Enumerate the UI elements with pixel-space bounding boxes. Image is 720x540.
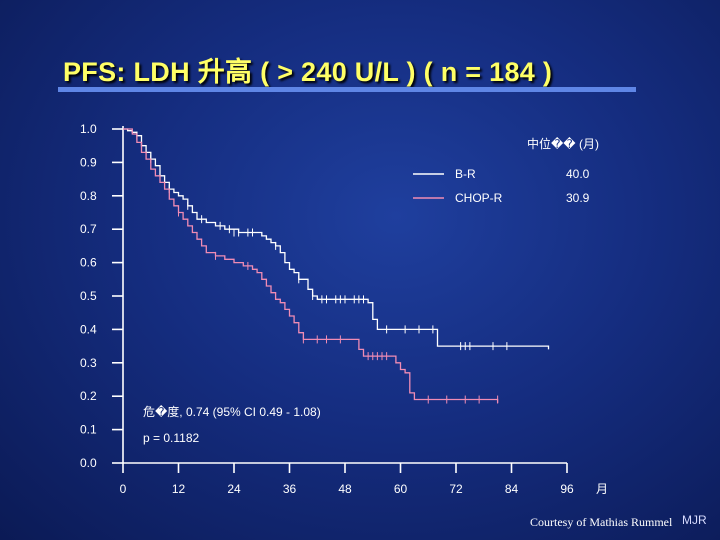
y-tick-label: 1.0 [80,122,97,136]
x-tick-label: 84 [505,482,519,496]
y-tick-label: 0.9 [80,155,97,169]
x-tick-label: 12 [172,482,186,496]
x-tick-label: 48 [338,482,352,496]
y-tick-label: 0.6 [80,256,97,270]
y-tick-label: 0.8 [80,189,97,203]
legend-median-br: 40.0 [566,167,590,181]
y-tick-label: 0.3 [80,356,97,370]
y-tick-label: 0.4 [80,322,97,336]
title-divider [58,87,636,92]
courtesy-credit: Courtesy of Mathias Rummel [530,515,673,529]
x-tick-label: 60 [394,482,408,496]
y-tick-label: 0.2 [80,389,97,403]
y-tick-label: 0.7 [80,222,97,236]
chart-curves [123,128,550,404]
x-tick-label: 36 [283,482,297,496]
y-tick-label: 0.5 [80,289,97,303]
x-axis-unit-label: 月 [596,482,608,496]
legend-label-br: B-R [455,167,476,181]
author-initials: MJR [682,513,707,527]
series-line-chopr [123,128,499,403]
chart-legend: 中位�� (月) B-R 40.0 CHOP-R 30.9 [413,136,599,205]
chart-axes: 0.0 0.1 0.2 0.3 0.4 0.5 0.6 0.7 0.8 0.9 1.0 0 12 24 36… [80,122,574,496]
legend-median-chopr: 30.9 [566,191,590,205]
hazard-ratio-annotation: 危�度, 0.74 (95% CI 0.49 - 1.08) [143,404,321,419]
legend-label-chopr: CHOP-R [455,191,503,205]
x-tick-label: 24 [227,482,241,496]
series-line-br [123,128,550,350]
slide-title: PFS: LDH 升高 ( > 240 U/L ) ( n = 184 ) [63,57,553,87]
y-tick-label: 0.0 [80,456,97,470]
x-tick-label: 0 [120,482,127,496]
x-tick-label: 72 [449,482,463,496]
p-value-annotation: p = 0.1182 [143,431,199,445]
legend-header: 中位�� (月) [527,136,599,151]
y-tick-label: 0.1 [80,423,97,437]
x-tick-label: 96 [560,482,574,496]
